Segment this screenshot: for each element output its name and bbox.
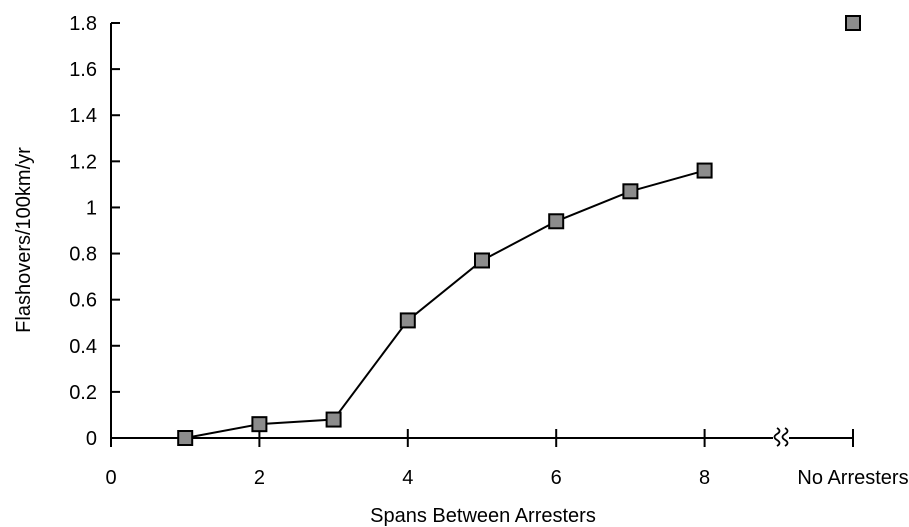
axis-break-mark bbox=[781, 427, 789, 447]
x-tick-label: 4 bbox=[402, 467, 413, 489]
data-point-marker bbox=[548, 213, 565, 230]
y-tick-label: 0.2 bbox=[69, 382, 97, 404]
data-point-marker bbox=[622, 183, 639, 200]
x-tick-label: 2 bbox=[254, 467, 265, 489]
series-layer bbox=[177, 15, 861, 446]
data-point-marker bbox=[845, 15, 861, 31]
y-tick-label: 1.8 bbox=[69, 13, 97, 35]
data-point-marker bbox=[399, 312, 416, 329]
x-tick-label: 6 bbox=[551, 467, 562, 489]
y-tick-label: 0.8 bbox=[69, 244, 97, 266]
y-axis-title: Flashovers/100km/yr bbox=[13, 147, 35, 333]
y-tick-label: 0 bbox=[86, 428, 97, 450]
y-tick-label: 0.6 bbox=[69, 290, 97, 312]
series-line bbox=[185, 169, 705, 439]
data-point-marker bbox=[251, 416, 268, 433]
axis-break-mark bbox=[773, 427, 781, 447]
x-axis: 0 2 4 6 8 No Arresters bbox=[105, 427, 909, 489]
y-tick-label: 1.4 bbox=[69, 105, 97, 127]
x-tick-label: 0 bbox=[105, 467, 116, 489]
x-tick-label: No Arresters bbox=[797, 467, 908, 489]
data-point-marker bbox=[177, 430, 194, 446]
y-tick-label: 0.4 bbox=[69, 336, 97, 358]
data-point-marker bbox=[696, 162, 713, 179]
y-tick-label: 1 bbox=[86, 197, 97, 219]
data-point-marker bbox=[325, 411, 342, 428]
x-axis-title: Spans Between Arresters bbox=[370, 505, 596, 527]
y-tick-label: 1.6 bbox=[69, 59, 97, 81]
x-tick-label: 8 bbox=[699, 467, 710, 489]
data-point-marker bbox=[474, 252, 490, 269]
y-axis: 0 0.2 0.4 0.6 0.8 1 1.2 1.4 1.6 1.8 bbox=[69, 13, 120, 450]
y-tick-label: 1.2 bbox=[69, 151, 97, 173]
